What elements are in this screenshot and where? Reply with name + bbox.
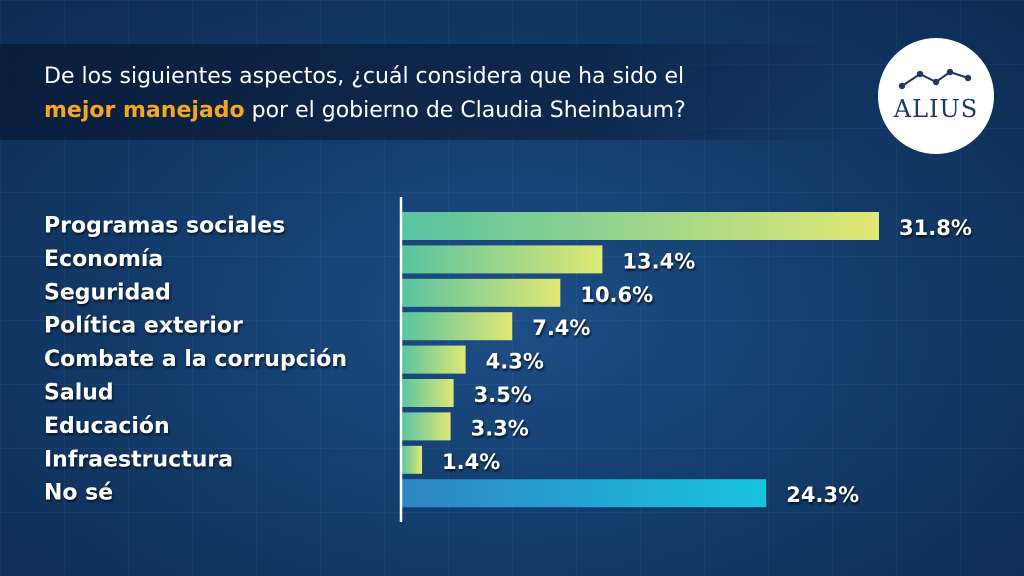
header-band xyxy=(0,44,860,140)
question-part-1: De los siguientes aspectos, ¿cuál consid… xyxy=(44,64,685,89)
category-label-salud: Salud xyxy=(44,381,114,406)
category-label-infraestructura: Infraestructura xyxy=(44,447,233,472)
value-label-infraestructura: 1.4% xyxy=(442,450,500,474)
value-label-combate-a-la-corrupcion: 4.3% xyxy=(486,350,544,374)
category-label-politica-exterior: Política exterior xyxy=(44,314,243,339)
category-label-no-se: No sé xyxy=(44,481,113,506)
bar-combate-a-la-corrupcion xyxy=(401,345,466,374)
logo-chart-icon xyxy=(898,68,972,90)
bars-group xyxy=(401,212,879,508)
value-label-salud: 3.5% xyxy=(474,383,532,407)
value-label-politica-exterior: 7.4% xyxy=(532,316,590,340)
survey-question: De los siguientes aspectos, ¿cuál consid… xyxy=(44,60,844,128)
value-label-seguridad: 10.6% xyxy=(580,283,653,307)
category-label-seguridad: Seguridad xyxy=(44,280,171,305)
logo-text: ALIUS xyxy=(893,95,979,123)
value-label-educacion: 3.3% xyxy=(471,416,529,440)
category-label-educacion: Educación xyxy=(44,414,170,439)
bar-educacion xyxy=(401,412,451,441)
bar-economia xyxy=(401,245,603,274)
category-label-combate-a-la-corrupcion: Combate a la corrupción xyxy=(44,347,347,372)
bar-politica-exterior xyxy=(401,312,513,341)
category-label-programas-sociales: Programas sociales xyxy=(44,214,285,239)
category-label-economia: Economía xyxy=(44,247,163,272)
value-label-no-se: 24.3% xyxy=(786,483,859,507)
value-label-economia: 13.4% xyxy=(622,249,695,273)
bar-infraestructura xyxy=(401,445,423,474)
bar-salud xyxy=(401,379,454,407)
labels-group: Programas sociales 31.8% Economía 13.4% Segu… xyxy=(44,214,972,508)
value-label-programas-sociales: 31.8% xyxy=(899,216,972,240)
question-highlight: mejor manejado xyxy=(44,98,245,123)
bar-programas-sociales xyxy=(401,212,879,240)
bar-no-se xyxy=(401,479,767,508)
alius-logo: ALIUS xyxy=(878,38,994,154)
bar-seguridad xyxy=(401,278,561,307)
question-part-2: por el gobierno de Claudia Sheinbaum? xyxy=(251,98,686,123)
